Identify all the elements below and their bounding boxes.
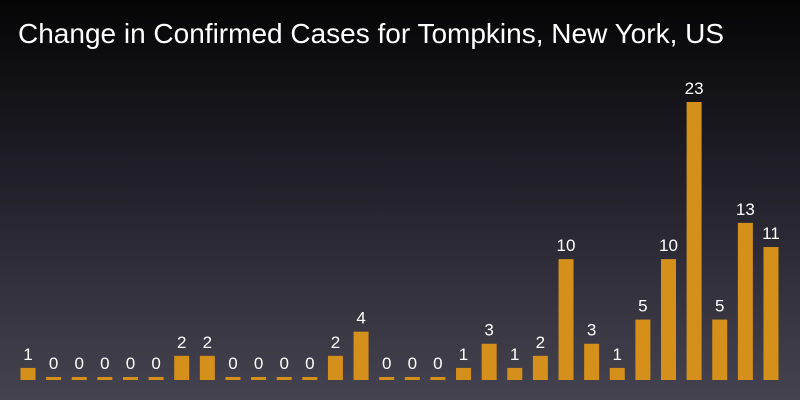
bar-26 bbox=[661, 259, 676, 380]
bar-5 bbox=[122, 377, 138, 380]
bar-29 bbox=[737, 222, 753, 380]
bar-20 bbox=[507, 367, 523, 380]
data-label-20: 1 bbox=[510, 345, 519, 364]
data-label-27: 23 bbox=[685, 79, 704, 98]
bar-27 bbox=[686, 102, 702, 380]
bar-28 bbox=[712, 319, 728, 380]
data-label-24: 1 bbox=[613, 345, 622, 364]
bar-1 bbox=[20, 367, 36, 380]
data-label-9: 0 bbox=[228, 354, 237, 373]
data-label-7: 2 bbox=[177, 333, 186, 352]
bar-16 bbox=[404, 377, 420, 380]
bar-25 bbox=[635, 319, 651, 380]
bar-12 bbox=[302, 377, 318, 380]
bar-24 bbox=[609, 367, 625, 380]
bar-6 bbox=[148, 377, 164, 380]
bar-4 bbox=[97, 377, 113, 380]
data-label-22: 10 bbox=[557, 236, 576, 255]
data-label-6: 0 bbox=[151, 354, 160, 373]
data-label-30: 11 bbox=[762, 224, 780, 243]
data-label-17: 0 bbox=[433, 354, 442, 373]
data-label-8: 2 bbox=[203, 333, 212, 352]
data-label-28: 5 bbox=[715, 297, 724, 316]
data-label-4: 0 bbox=[100, 354, 109, 373]
data-label-12: 0 bbox=[305, 354, 314, 373]
data-label-14: 4 bbox=[356, 309, 365, 328]
data-label-5: 0 bbox=[126, 354, 135, 373]
data-label-26: 10 bbox=[659, 236, 678, 255]
bar-19 bbox=[481, 343, 497, 380]
data-label-19: 3 bbox=[484, 321, 493, 340]
bar-2 bbox=[46, 377, 62, 380]
data-label-21: 2 bbox=[536, 333, 545, 352]
bar-13 bbox=[327, 355, 343, 380]
bar-8 bbox=[199, 355, 215, 380]
bar-9 bbox=[225, 377, 241, 380]
bar-group bbox=[20, 102, 779, 380]
bar-14 bbox=[353, 331, 369, 380]
data-label-3: 0 bbox=[75, 354, 84, 373]
data-label-15: 0 bbox=[382, 354, 391, 373]
bar-18 bbox=[456, 367, 472, 380]
bar-30 bbox=[763, 247, 779, 380]
data-label-1: 1 bbox=[23, 345, 32, 364]
chart-title: Change in Confirmed Cases for Tompkins, … bbox=[18, 18, 725, 49]
bar-15 bbox=[379, 377, 395, 380]
bar-22 bbox=[558, 259, 574, 380]
data-label-18: 1 bbox=[459, 345, 468, 364]
data-label-23: 3 bbox=[587, 321, 596, 340]
bar-17 bbox=[430, 377, 446, 380]
bar-3 bbox=[71, 377, 87, 380]
data-label-13: 2 bbox=[331, 333, 340, 352]
bar-23 bbox=[584, 343, 600, 380]
data-label-10: 0 bbox=[254, 354, 263, 373]
data-label-29: 13 bbox=[736, 200, 755, 219]
data-label-25: 5 bbox=[638, 297, 647, 316]
bar-7 bbox=[174, 355, 190, 380]
data-label-2: 0 bbox=[49, 354, 58, 373]
bar-11 bbox=[276, 377, 292, 380]
data-label-16: 0 bbox=[408, 354, 417, 373]
bar-10 bbox=[251, 377, 267, 380]
bar-21 bbox=[532, 355, 548, 380]
data-label-11: 0 bbox=[279, 354, 288, 373]
